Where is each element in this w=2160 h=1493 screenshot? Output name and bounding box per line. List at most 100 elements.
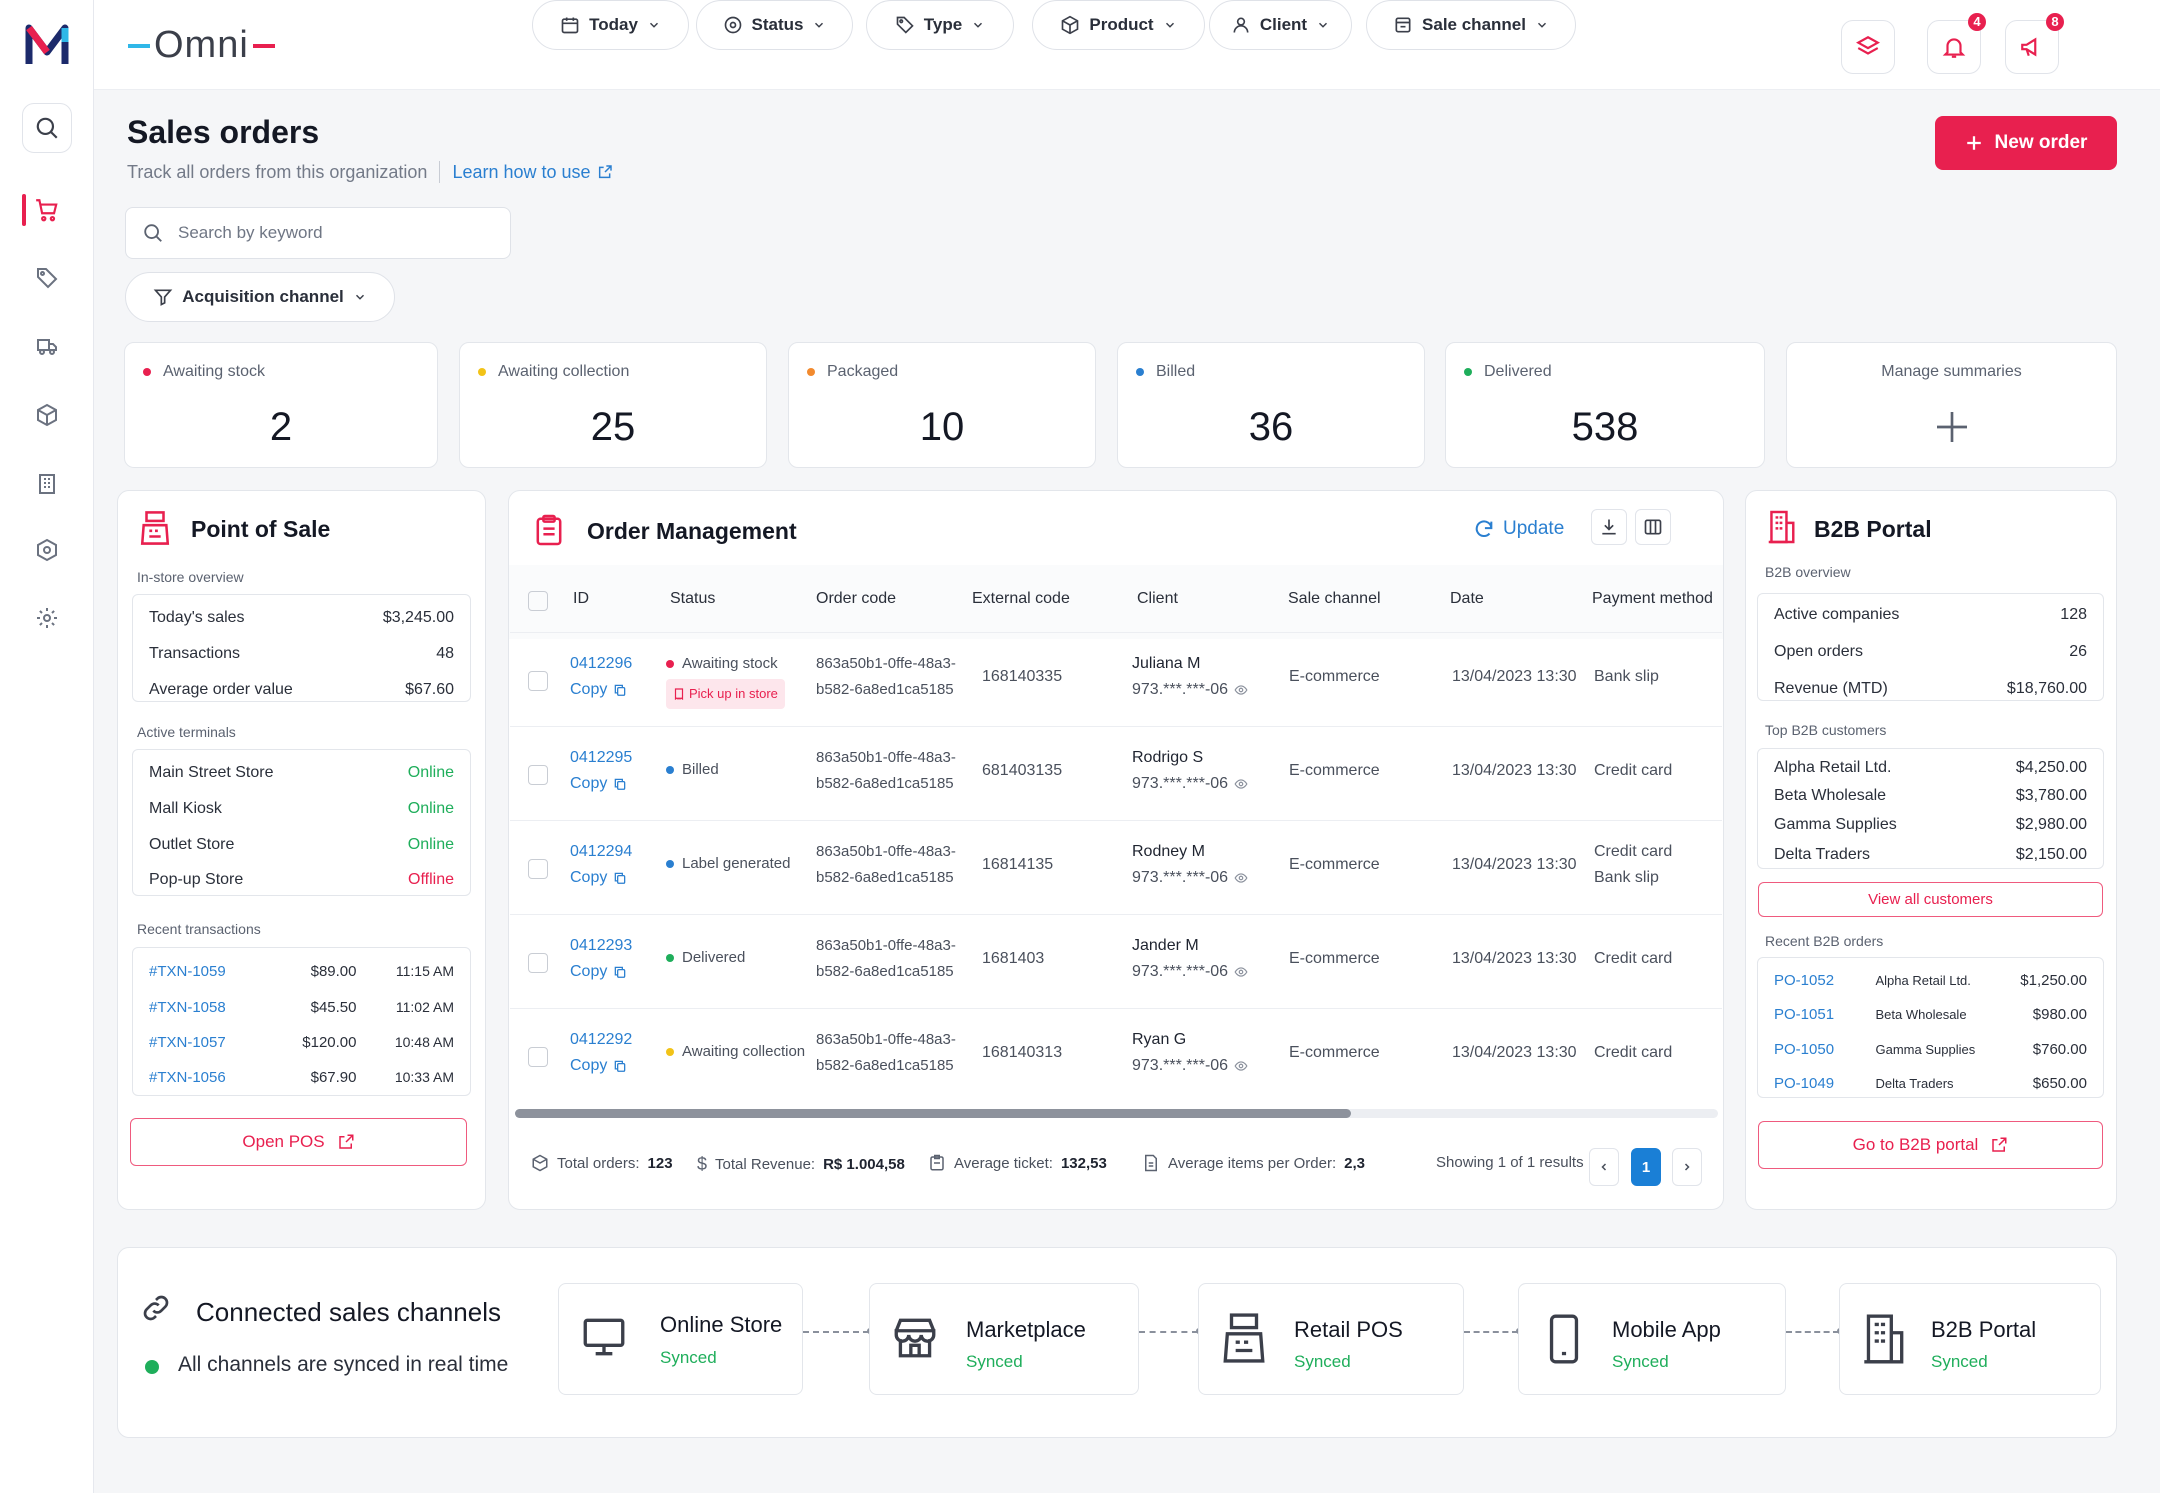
transaction-row[interactable]: #TXN-1058 $45.50 11:02 AM [133,992,470,1022]
learn-how-link[interactable]: Learn how to use [452,162,612,183]
eye-icon[interactable] [1234,965,1248,979]
table-row[interactable]: 0412295 Copy Billed 863a50b1-0ffe-48a3- b582… [510,726,1722,820]
horizontal-scrollbar[interactable] [515,1109,1718,1118]
order-id-link[interactable]: 0412292 [570,1031,633,1048]
search-input[interactable] [178,223,478,243]
row-checkbox[interactable] [528,1047,548,1067]
sidebar-item-shipping[interactable] [0,324,94,368]
filter-acquisition-channel[interactable]: Acquisition channel [125,272,395,322]
terminal-row[interactable]: Pop-up Store Offline [133,865,470,895]
go-to-b2b-portal-button[interactable]: Go to B2B portal [1758,1121,2103,1169]
b2b-order-row[interactable]: PO-1052 Alpha Retail Ltd. $1,250.00 [1758,966,2103,994]
view-all-customers-button[interactable]: View all customers [1758,882,2103,917]
b2b-order-id[interactable]: PO-1049 [1774,1074,1835,1092]
summary-card-packaged[interactable]: Packaged 10 [788,342,1096,468]
table-row[interactable]: 0412294 Copy Label generated 863a50b1-0ffe-… [510,820,1722,914]
copy-button[interactable]: Copy [570,771,632,797]
customer-row[interactable]: Beta Wholesale $3,780.00 [1758,782,2103,810]
b2b-order-row[interactable]: PO-1049 Delta Traders $650.00 [1758,1069,2103,1097]
sidebar-item-products[interactable] [0,393,94,437]
terminal-row[interactable]: Mall Kiosk Online [133,794,470,824]
transaction-id[interactable]: #TXN-1057 [149,1033,226,1051]
transaction-row[interactable]: #TXN-1059 $89.00 11:15 AM [133,956,470,986]
b2b-order-id[interactable]: PO-1052 [1774,971,1835,989]
notifications-button[interactable]: 4 [1927,13,1986,74]
eye-icon[interactable] [1234,871,1248,885]
order-id-link[interactable]: 0412296 [570,655,633,672]
filter-product[interactable]: Product [1032,0,1205,50]
order-id-link[interactable]: 0412294 [570,843,633,860]
customer-row[interactable]: Alpha Retail Ltd. $4,250.00 [1758,754,2103,782]
channel-card-online-store[interactable]: Online Store Synced [558,1283,803,1395]
new-order-button[interactable]: New order [1935,116,2117,170]
transaction-row[interactable]: #TXN-1056 $67.90 10:33 AM [133,1062,470,1092]
order-id-link[interactable]: 0412293 [570,937,633,954]
filter-today[interactable]: Today [532,0,689,50]
brand-logo[interactable]: Omni [124,24,279,67]
column-header[interactable]: Order code [816,590,897,607]
transaction-id[interactable]: #TXN-1058 [149,998,226,1016]
copy-button[interactable]: Copy [570,865,632,891]
eye-icon[interactable] [1234,1059,1248,1073]
transaction-row[interactable]: #TXN-1057 $120.00 10:48 AM [133,1027,470,1057]
announcements-button[interactable]: 8 [2005,13,2064,74]
filter-status[interactable]: Status [696,0,853,50]
update-button[interactable]: Update [1473,518,1564,540]
sidebar-item-settings[interactable] [0,596,94,640]
filter-type[interactable]: Type [866,0,1014,50]
sidebar-item-tags[interactable] [0,256,94,300]
select-all-checkbox[interactable] [528,591,548,611]
copy-button[interactable]: Copy [570,677,632,703]
terminal-row[interactable]: Main Street Store Online [133,758,470,788]
customer-row[interactable]: Delta Traders $2,150.00 [1758,841,2103,869]
customer-row[interactable]: Gamma Supplies $2,980.00 [1758,811,2103,839]
row-checkbox[interactable] [528,859,548,879]
manage-summaries-card[interactable]: Manage summaries [1786,342,2117,468]
summary-card-awaiting-stock[interactable]: Awaiting stock 2 [124,342,438,468]
prev-page-button[interactable] [1589,1148,1619,1186]
table-row[interactable]: 0412293 Copy Delivered 863a50b1-0ffe-48a3- b… [510,914,1722,1008]
channel-card-b2b-portal[interactable]: B2B Portal Synced [1839,1283,2101,1395]
channel-card-mobile-app[interactable]: Mobile App Synced [1518,1283,1786,1395]
summary-card-billed[interactable]: Billed 36 [1117,342,1425,468]
column-header[interactable]: Sale channel [1288,590,1381,607]
sidebar-item-company[interactable] [0,462,94,506]
page-button-current[interactable]: 1 [1631,1148,1661,1186]
open-pos-button[interactable]: Open POS [130,1118,467,1166]
b2b-order-id[interactable]: PO-1051 [1774,1005,1835,1023]
layers-button[interactable] [1841,20,1895,74]
column-header[interactable]: Status [670,590,716,607]
column-header[interactable]: Payment method [1592,590,1713,607]
channel-card-marketplace[interactable]: Marketplace Synced [869,1283,1139,1395]
column-header[interactable]: ID [573,590,589,607]
scrollbar-thumb[interactable] [515,1109,1351,1118]
eye-icon[interactable] [1234,683,1248,697]
eye-icon[interactable] [1234,777,1248,791]
b2b-order-row[interactable]: PO-1051 Beta Wholesale $980.00 [1758,1000,2103,1028]
filter-sale-channel[interactable]: Sale channel [1366,0,1576,50]
b2b-order-row[interactable]: PO-1050 Gamma Supplies $760.00 [1758,1035,2103,1063]
omni-logo[interactable] [25,22,69,70]
column-header[interactable]: External code [972,590,1070,607]
table-row[interactable]: 0412296 Copy Awaiting stock Pick up in stor… [510,632,1722,726]
transaction-id[interactable]: #TXN-1056 [149,1068,226,1086]
column-header[interactable]: Date [1450,590,1484,607]
copy-button[interactable]: Copy [570,1053,632,1079]
sidebar-item-sales[interactable] [0,188,94,232]
channel-card-retail-pos[interactable]: Retail POS Synced [1198,1283,1464,1395]
row-checkbox[interactable] [528,765,548,785]
copy-button[interactable]: Copy [570,959,632,985]
summary-card-delivered[interactable]: Delivered 538 [1445,342,1765,468]
search-icon[interactable] [22,103,72,153]
b2b-order-id[interactable]: PO-1050 [1774,1040,1835,1058]
download-button[interactable] [1591,509,1627,545]
column-header[interactable]: Client [1137,590,1178,607]
summary-card-awaiting-collection[interactable]: Awaiting collection 25 [459,342,767,468]
columns-button[interactable] [1635,509,1671,545]
transaction-id[interactable]: #TXN-1059 [149,962,226,980]
sidebar-item-integrations[interactable] [0,528,94,572]
order-id-link[interactable]: 0412295 [570,749,633,766]
row-checkbox[interactable] [528,671,548,691]
table-row[interactable]: 0412292 Copy Awaiting collection 863a50b1-0… [510,1008,1722,1102]
terminal-row[interactable]: Outlet Store Online [133,830,470,860]
